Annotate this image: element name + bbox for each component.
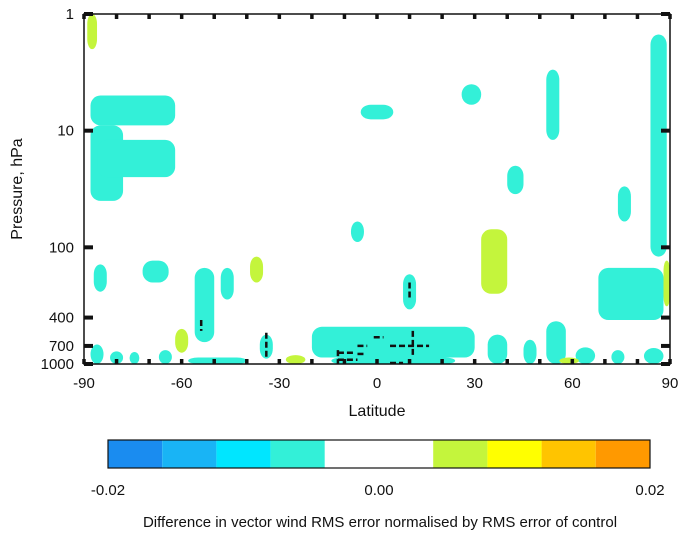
x-tick-label: 60 xyxy=(564,375,581,392)
field-region-cyan xyxy=(461,84,482,105)
field-region-lime xyxy=(87,14,98,50)
x-tick-label: -90 xyxy=(73,375,95,392)
colorbar-swatch xyxy=(162,440,217,468)
field-region-lime xyxy=(663,260,670,307)
y-tick-label: 1 xyxy=(66,6,74,23)
x-tick-label: 0 xyxy=(373,375,381,392)
colorbar-swatch xyxy=(595,440,650,468)
field-region-lime xyxy=(481,229,508,294)
colorbar-label: 0.00 xyxy=(364,482,393,499)
field-regions xyxy=(87,14,670,364)
y-tick-label: 1000 xyxy=(41,356,74,373)
colorbar-swatch xyxy=(433,440,488,468)
contour-lines xyxy=(199,282,430,365)
field-region-cyan xyxy=(90,95,176,126)
y-axis-label: Pressure, hPa xyxy=(9,138,26,239)
field-region-lime xyxy=(250,256,264,283)
field-region-cyan xyxy=(93,264,107,292)
field-region-cyan xyxy=(188,357,247,364)
field-region-cyan xyxy=(546,321,566,364)
x-tick-label: -30 xyxy=(268,375,290,392)
field-region-cyan xyxy=(142,260,169,283)
field-region-cyan xyxy=(350,221,364,242)
x-axis-label: Latitude xyxy=(349,403,406,420)
field-region-cyan xyxy=(617,186,631,222)
x-tick-label: 90 xyxy=(662,375,679,392)
axis-ticks xyxy=(82,12,672,366)
y-tick-label: 10 xyxy=(57,123,74,140)
field-region-cyan xyxy=(507,165,524,195)
field-region-cyan xyxy=(220,267,234,300)
x-tick-label: -60 xyxy=(171,375,193,392)
field-region-cyan xyxy=(311,326,475,358)
field-region-cyan xyxy=(90,344,104,364)
colorbar-label: -0.02 xyxy=(91,482,125,499)
field-region-cyan xyxy=(110,351,124,364)
colorbar-swatch xyxy=(541,440,596,468)
field-region-cyan xyxy=(650,34,667,257)
colorbar-swatch xyxy=(108,440,163,468)
field-region-lime xyxy=(559,357,579,364)
colorbar-swatch xyxy=(270,440,325,468)
colorbar-swatch xyxy=(216,440,271,468)
colorbar-swatch xyxy=(487,440,542,468)
field-region-cyan xyxy=(129,352,140,364)
x-tick-label: 30 xyxy=(466,375,483,392)
field-region-cyan xyxy=(158,350,172,364)
field-region-cyan xyxy=(575,347,596,364)
field-region-cyan xyxy=(487,334,508,364)
plot-area xyxy=(82,12,672,366)
colorbar-swatch xyxy=(324,440,434,468)
field-region-lime xyxy=(175,328,189,353)
y-tick-label: 700 xyxy=(49,338,74,355)
field-region-cyan xyxy=(360,104,394,120)
colorbar-label: 0.02 xyxy=(635,482,664,499)
field-region-cyan xyxy=(643,348,664,364)
field-region-lime xyxy=(285,355,306,364)
field-region-cyan xyxy=(97,139,176,178)
x-tick-labels: -90 -60 -30 0 30 60 90 xyxy=(73,375,678,392)
colorbar-labels: -0.02 0.00 0.02 xyxy=(91,482,665,499)
y-tick-label: 100 xyxy=(49,239,74,256)
field-region-cyan xyxy=(546,69,560,140)
field-region-cyan xyxy=(331,357,456,364)
field-region-cyan xyxy=(194,267,215,343)
field-region-cyan xyxy=(523,339,537,364)
colorbar-frame xyxy=(107,439,651,469)
colorbar-caption: Difference in vector wind RMS error norm… xyxy=(143,514,617,531)
plot-background xyxy=(84,14,670,364)
field-region-cyan xyxy=(598,267,664,321)
colorbar xyxy=(107,439,651,469)
y-tick-label: 400 xyxy=(49,310,74,327)
field-region-cyan xyxy=(611,350,625,364)
